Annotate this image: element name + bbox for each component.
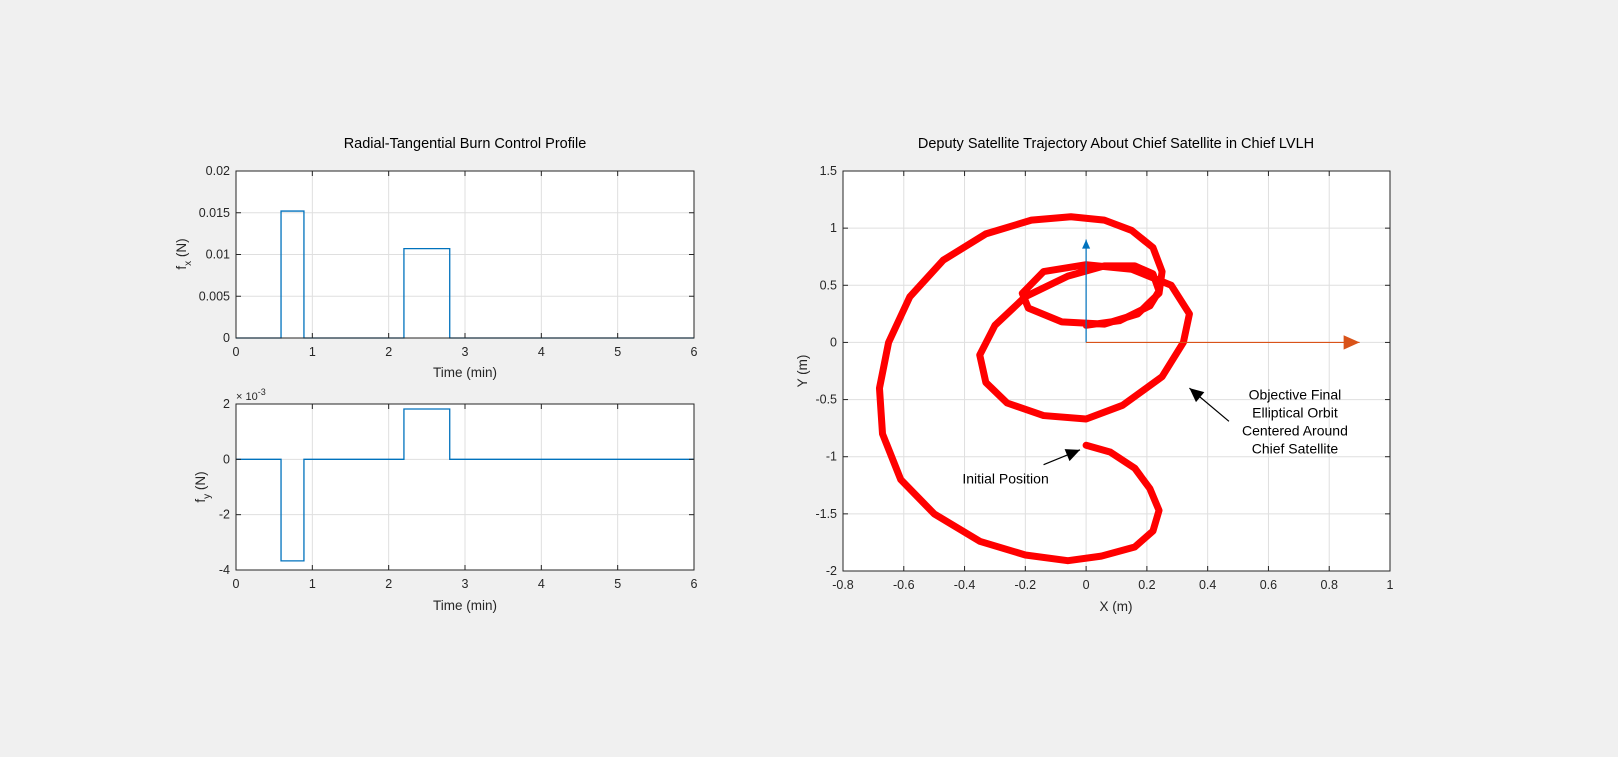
fx-ylabel-main: f (174, 266, 189, 270)
fy-ylabel-unit: (N) (193, 471, 208, 494)
y-tick-label: 0 (830, 335, 837, 349)
x-tick-label: 1 (309, 345, 316, 359)
y-tick-label: -0.5 (815, 393, 837, 407)
trajectory-axes-box (842, 170, 1391, 572)
x-tick-label: 6 (691, 345, 698, 359)
annotation-text-line: Elliptical Orbit (1252, 404, 1338, 420)
x-tick-label: -0.2 (1015, 578, 1037, 592)
annotation-text-line: Objective Final (1249, 386, 1342, 402)
x-tick-label: 4 (538, 577, 545, 591)
x-tick-label: 2 (385, 345, 392, 359)
x-tick-label: 2 (385, 577, 392, 591)
x-tick-label: 3 (462, 577, 469, 591)
x-tick-label: 0.6 (1260, 578, 1277, 592)
y-tick-label: 0.015 (199, 206, 230, 220)
fx-ylabel-unit: (N) (174, 238, 189, 261)
y-tick-label: 0.5 (820, 278, 837, 292)
y-tick-label: 0 (223, 452, 230, 466)
x-tick-label: -0.6 (893, 578, 915, 592)
fx-title: Radial-Tangential Burn Control Profile (344, 136, 587, 152)
fy-exponent: × 10-3 (236, 387, 266, 403)
y-tick-label: 1.5 (820, 164, 837, 178)
y-tick-label: -1.5 (815, 507, 837, 521)
fx-xlabel: Time (min) (433, 365, 497, 380)
trajectory-annotations: Initial Position Objective Final Elliptica… (962, 386, 1347, 486)
trajectory-plot-area (843, 171, 1390, 571)
trajectory-ylabel: Y (m) (795, 355, 810, 388)
annotation-arrow-head (1064, 449, 1081, 462)
x-direction-arrow-head (1343, 335, 1360, 350)
x-tick-label: -0.8 (832, 578, 854, 592)
x-tick-label: 4 (538, 345, 545, 359)
y-tick-label: 0.005 (199, 289, 230, 303)
trajectory-title: Deputy Satellite Trajectory About Chief … (918, 136, 1314, 152)
annotation-arrow-head (1189, 388, 1205, 403)
y-tick-label: 0 (223, 331, 230, 345)
x-tick-label: 0.8 (1321, 578, 1338, 592)
fx-ticks: 0 1 2 3 4 5 6 0 0.005 0.01 0.015 0.02 (199, 164, 698, 359)
x-tick-label: 0 (233, 577, 240, 591)
trajectory-axes[interactable]: -0.8 -0.6 -0.4 -0.2 0 0.2 0.4 0.6 0.8 1 -2 -1.5 -1 -0… (795, 136, 1394, 614)
x-tick-label: 0.2 (1138, 578, 1155, 592)
y-tick-label: 2 (223, 397, 230, 411)
x-tick-label: 5 (614, 345, 621, 359)
fx-ylabel: fx (N) (174, 238, 194, 269)
fy-xlabel: Time (min) (433, 598, 497, 613)
lvlh-axis-arrows (1082, 239, 1360, 350)
fy-ticks: 0 1 2 3 4 5 6 -4 -2 0 2 (219, 397, 698, 591)
fx-ylabel-sub: x (183, 261, 194, 266)
y-direction-arrow-head (1082, 239, 1091, 249)
fy-exponent-power: -3 (258, 387, 266, 397)
y-tick-label: -2 (219, 508, 230, 522)
x-tick-label: 1 (309, 577, 316, 591)
trajectory-xlabel: X (m) (1100, 599, 1133, 614)
fy-ylabel: fy (N) (193, 471, 213, 502)
x-tick-label: 0 (233, 345, 240, 359)
y-tick-label: 1 (830, 221, 837, 235)
x-tick-label: 5 (614, 577, 621, 591)
trajectory-ticks: -0.8 -0.6 -0.4 -0.2 0 0.2 0.4 0.6 0.8 1 -2 -1.5 -1 -0… (815, 164, 1393, 592)
annotation-text-line: Chief Satellite (1252, 440, 1339, 456)
x-tick-label: -0.4 (954, 578, 976, 592)
x-tick-label: 0.4 (1199, 578, 1216, 592)
trajectory-line (875, 213, 1193, 565)
fy-ylabel-main: f (193, 499, 208, 503)
fy-ylabel-sub: y (202, 494, 213, 499)
annotation-text-line: Initial Position (962, 471, 1048, 487)
x-tick-label: 3 (462, 345, 469, 359)
x-tick-label: 1 (1387, 578, 1394, 592)
annotation-text-line: Centered Around (1242, 422, 1348, 438)
fy-control-line (236, 408, 694, 562)
fy-exponent-base: × 10 (236, 391, 258, 403)
y-tick-label: 0.02 (206, 164, 230, 178)
y-tick-label: 0.01 (206, 248, 230, 262)
fy-axes[interactable]: 0 1 2 3 4 5 6 -4 -2 0 2 × 10-3 Time (min) fy (N) (193, 387, 698, 613)
fx-axes[interactable]: 0 1 2 3 4 5 6 0 0.005 0.01 0.015 0.02 Radial-Tangen… (174, 136, 698, 380)
y-tick-label: -2 (826, 564, 837, 578)
fx-gridlines (236, 171, 694, 338)
y-tick-label: -1 (826, 450, 837, 464)
x-tick-label: 0 (1083, 578, 1090, 592)
y-tick-label: -4 (219, 563, 230, 577)
x-tick-label: 6 (691, 577, 698, 591)
